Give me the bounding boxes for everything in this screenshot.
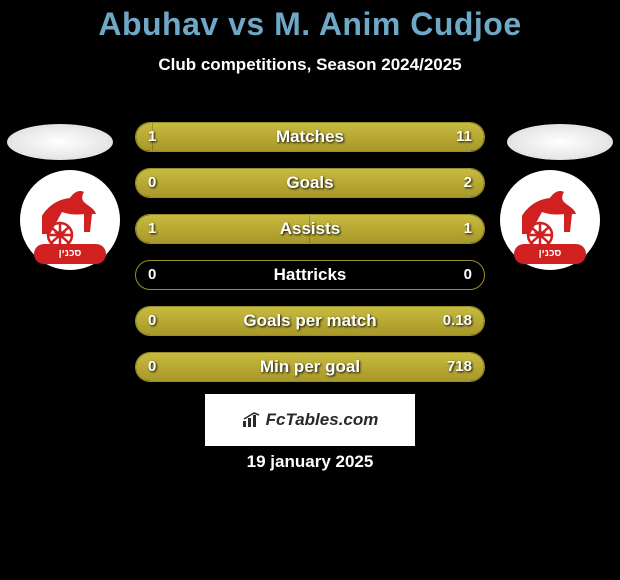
chart-icon (242, 412, 262, 428)
watermark-text: FcTables.com (266, 410, 379, 430)
club-ribbon-right: סכנין (514, 244, 586, 264)
stat-row: 0Goals2 (135, 168, 485, 198)
left-shadow-ellipse (7, 124, 113, 160)
stat-value-right: 718 (447, 353, 472, 381)
stat-label: Hattricks (136, 261, 484, 289)
stat-row: 0Hattricks0 (135, 260, 485, 290)
stat-value-right: 1 (464, 215, 472, 243)
stat-value-right: 0 (464, 261, 472, 289)
stat-label: Assists (136, 215, 484, 243)
right-shadow-ellipse (507, 124, 613, 160)
date-line: 19 january 2025 (0, 452, 620, 472)
club-logo-left: סכנין (30, 180, 110, 260)
stat-value-right: 2 (464, 169, 472, 197)
club-logo-right: סכנין (510, 180, 590, 260)
comparison-subtitle: Club competitions, Season 2024/2025 (0, 55, 620, 75)
stat-row: 1Matches11 (135, 122, 485, 152)
left-club-badge: סכנין (20, 170, 120, 270)
stat-label: Goals (136, 169, 484, 197)
watermark-box: FcTables.com (205, 394, 415, 446)
stat-row: 1Assists1 (135, 214, 485, 244)
stats-area: 1Matches110Goals21Assists10Hattricks00Go… (135, 122, 485, 398)
stat-row: 0Min per goal718 (135, 352, 485, 382)
stat-label: Min per goal (136, 353, 484, 381)
stat-label: Matches (136, 123, 484, 151)
stat-value-right: 11 (456, 123, 472, 151)
stat-row: 0Goals per match0.18 (135, 306, 485, 336)
stat-value-right: 0.18 (443, 307, 472, 335)
watermark: FcTables.com (242, 410, 379, 430)
club-ribbon-left: סכנין (34, 244, 106, 264)
stat-label: Goals per match (136, 307, 484, 335)
comparison-title: Abuhav vs M. Anim Cudjoe (0, 0, 620, 43)
right-club-badge: סכנין (500, 170, 600, 270)
